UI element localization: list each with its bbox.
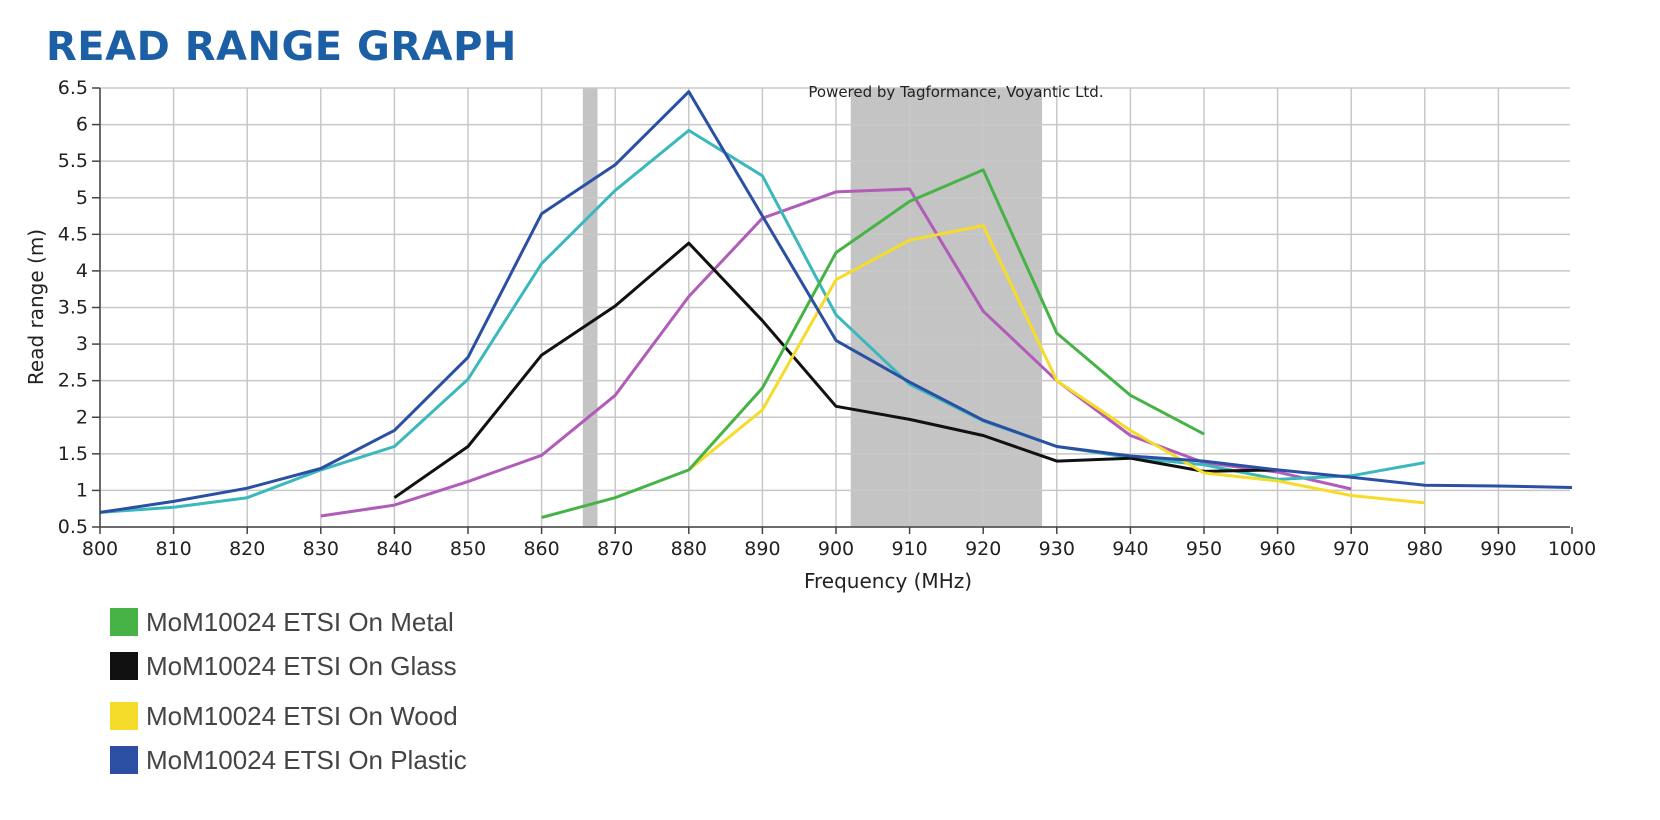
legend-label: MoM10024 ETSI On Glass (146, 650, 457, 681)
legend-swatch (110, 652, 138, 680)
y-tick-label: 6.5 (58, 77, 88, 99)
x-tick-label: 1000 (1548, 538, 1596, 560)
series-line-4 (541, 168, 1205, 519)
chart-series (99, 90, 1573, 519)
x-tick-label: 950 (1186, 538, 1222, 560)
x-axis-label: Frequency (MHz) (804, 569, 972, 593)
x-tick-label: 900 (818, 538, 854, 560)
legend-label: MoM10024 ETSI On Metal (146, 606, 454, 637)
legend-swatch (110, 746, 138, 774)
x-tick-label: 890 (744, 538, 780, 560)
legend-swatch (110, 702, 138, 730)
series-line-3 (687, 224, 1425, 505)
legend-label: MoM10024 ETSI On Wood (146, 700, 458, 731)
y-tick-label: 4 (76, 260, 88, 282)
series-line-5 (99, 90, 1573, 514)
y-tick-label: 5.5 (58, 150, 88, 172)
x-tick-label: 840 (376, 538, 412, 560)
y-tick-label: 1 (76, 479, 88, 501)
x-tick-label: 850 (450, 538, 486, 560)
legend-swatch (110, 608, 138, 636)
x-tick-label: 810 (155, 538, 191, 560)
x-tick-label: 880 (671, 538, 707, 560)
y-tick-label: 2 (76, 406, 88, 428)
y-axis-label: Read range (m) (24, 229, 48, 385)
chart-axes: 0.5 1 1.5 2 2.5 3 3.5 4 4.5 5 5.5 6 6.5 800 810 820 830 8… (58, 77, 1596, 560)
y-tick-label: 3.5 (58, 297, 88, 319)
x-tick-label: 940 (1112, 538, 1148, 560)
y-tick-label: 3 (76, 333, 88, 355)
series-line-2 (393, 241, 1278, 499)
x-tick-label: 920 (965, 538, 1001, 560)
y-tick-label: 2.5 (58, 370, 88, 392)
page-title: READ RANGE GRAPH (46, 24, 517, 70)
legend-item-metal: MoM10024 ETSI On Metal (110, 600, 467, 644)
x-tick-label: 960 (1259, 538, 1295, 560)
x-tick-label: 860 (523, 538, 559, 560)
legend-label: MoM10024 ETSI On Plastic (146, 744, 467, 775)
legend-item-glass: MoM10024 ETSI On Glass (110, 644, 467, 688)
y-tick-label: 1.5 (58, 443, 88, 465)
x-tick-label: 830 (303, 538, 339, 560)
y-tick-label: 4.5 (58, 223, 88, 245)
x-tick-label: 970 (1333, 538, 1369, 560)
x-tick-label: 800 (82, 538, 118, 560)
chart-watermark: Powered by Tagformance, Voyantic Ltd. (808, 83, 1103, 101)
x-tick-label: 930 (1039, 538, 1075, 560)
series-line-0 (320, 187, 1352, 518)
legend-item-wood: MoM10024 ETSI On Wood (110, 694, 467, 738)
x-tick-label: 820 (229, 538, 265, 560)
y-tick-label: 5 (76, 187, 88, 209)
legend-item-plastic: MoM10024 ETSI On Plastic (110, 738, 467, 782)
x-tick-label: 870 (597, 538, 633, 560)
x-tick-label: 990 (1480, 538, 1516, 560)
y-tick-label: 0.5 (58, 516, 88, 538)
chart-legend: MoM10024 ETSI On Metal MoM10024 ETSI On … (110, 600, 467, 782)
read-range-chart: Powered by Tagformance, Voyantic Ltd. 0.… (24, 77, 1596, 593)
chart-grid (99, 87, 1570, 528)
x-tick-label: 980 (1407, 538, 1443, 560)
x-tick-label: 910 (891, 538, 927, 560)
y-tick-label: 6 (76, 114, 88, 136)
